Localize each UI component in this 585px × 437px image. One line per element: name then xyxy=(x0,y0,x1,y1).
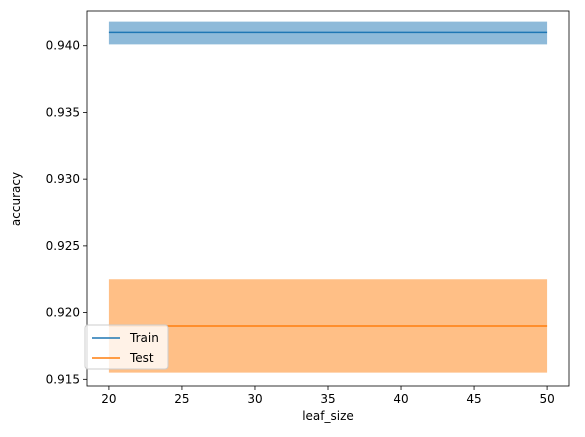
y-tick-label: 0.935 xyxy=(46,105,80,119)
x-tick-label: 35 xyxy=(320,392,335,406)
legend: Train Test xyxy=(84,324,169,370)
confidence-bands xyxy=(108,21,548,373)
x-tick-label: 45 xyxy=(466,392,481,406)
series-lines xyxy=(108,31,548,327)
x-axis-label: leaf_size xyxy=(302,409,354,423)
y-axis-label: accuracy xyxy=(9,172,23,226)
x-tick-label: 30 xyxy=(247,392,262,406)
y-tick-label: 0.915 xyxy=(46,372,80,386)
legend-label-train: Train xyxy=(129,331,159,345)
x-tick-label: 25 xyxy=(174,392,189,406)
x-tick-label: 50 xyxy=(539,392,554,406)
tick-marks-and-labels: 20 25 30 35 40 45 50 0.915 0.920 0.925 0.930 0.935 0… xyxy=(46,39,555,406)
y-tick-label: 0.920 xyxy=(46,306,80,320)
x-tick-label: 20 xyxy=(101,392,116,406)
x-tick-label: 40 xyxy=(393,392,408,406)
y-tick-label: 0.925 xyxy=(46,239,80,253)
y-tick-label: 0.930 xyxy=(46,172,80,186)
legend-label-test: Test xyxy=(129,351,154,365)
y-tick-label: 0.940 xyxy=(46,39,80,53)
